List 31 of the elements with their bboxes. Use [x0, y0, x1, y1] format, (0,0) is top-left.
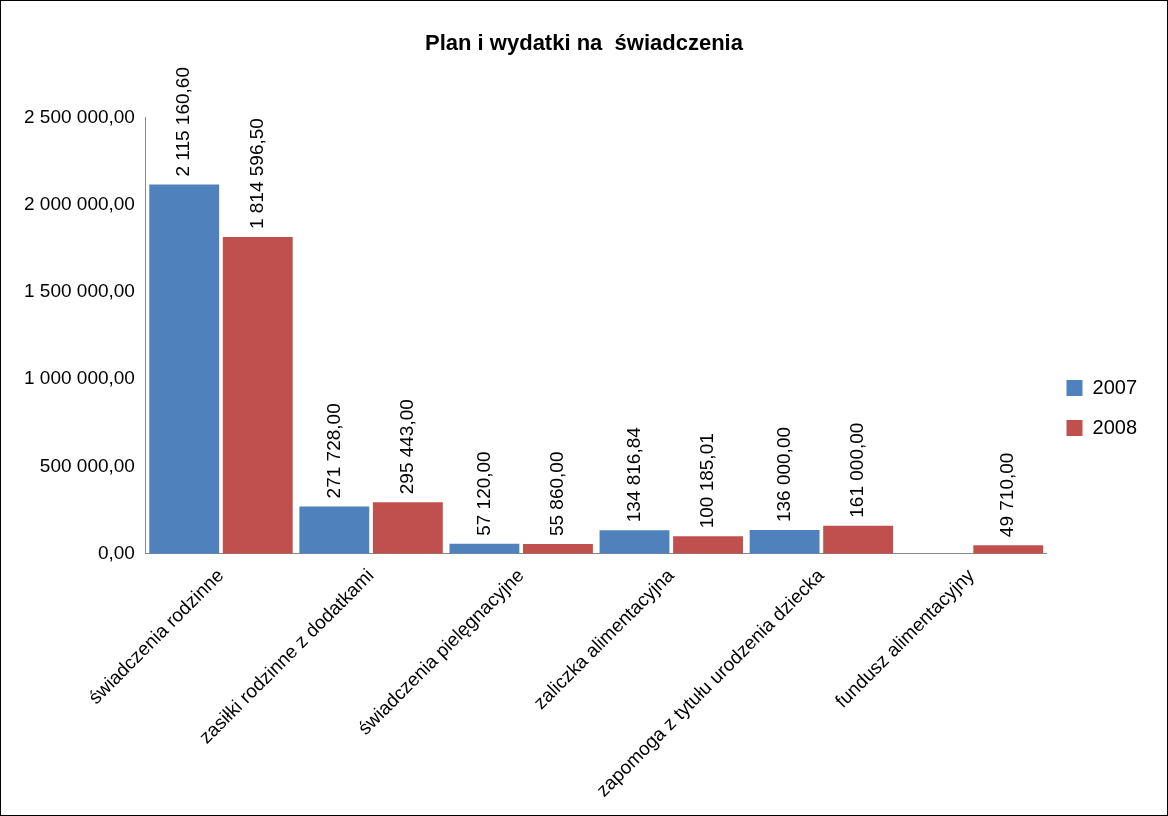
- data-label: 55 860,00: [546, 451, 568, 537]
- y-tick-label: 2 000 000,00: [23, 192, 135, 214]
- data-label: 100 185,01: [696, 433, 718, 529]
- data-label: 2 115 160,60: [172, 67, 194, 177]
- bar: [372, 502, 443, 554]
- data-label: 49 710,00: [996, 452, 1018, 538]
- bar: [449, 543, 520, 554]
- y-tick-label: 2 500 000,00: [23, 105, 135, 127]
- legend-label: 2007: [1092, 375, 1138, 398]
- bar: [823, 525, 894, 554]
- data-label: 136 000,00: [772, 426, 794, 523]
- bar: [149, 184, 220, 554]
- legend-label: 2008: [1092, 415, 1138, 438]
- y-tick-label: 500 000,00: [39, 454, 135, 476]
- bar: [973, 545, 1044, 554]
- bar: [599, 530, 670, 554]
- data-label: 134 816,84: [622, 426, 644, 523]
- bar: [299, 506, 370, 554]
- data-label: 1 814 596,50: [245, 118, 267, 230]
- y-tick-label: 0,00: [97, 542, 135, 564]
- data-label: 271 728,00: [322, 403, 344, 499]
- bar: [523, 544, 593, 554]
- bar: [673, 536, 743, 554]
- bar: [749, 530, 820, 554]
- chart-title: Plan i wydatki na świadczenia: [425, 30, 744, 56]
- data-label: 161 000,00: [846, 422, 868, 518]
- data-label: 57 120,00: [472, 451, 494, 536]
- data-label: 295 443,00: [396, 399, 418, 495]
- y-tick-label: 1 000 000,00: [23, 367, 135, 389]
- bar: [222, 237, 293, 554]
- y-tick-label: 1 500 000,00: [23, 280, 135, 302]
